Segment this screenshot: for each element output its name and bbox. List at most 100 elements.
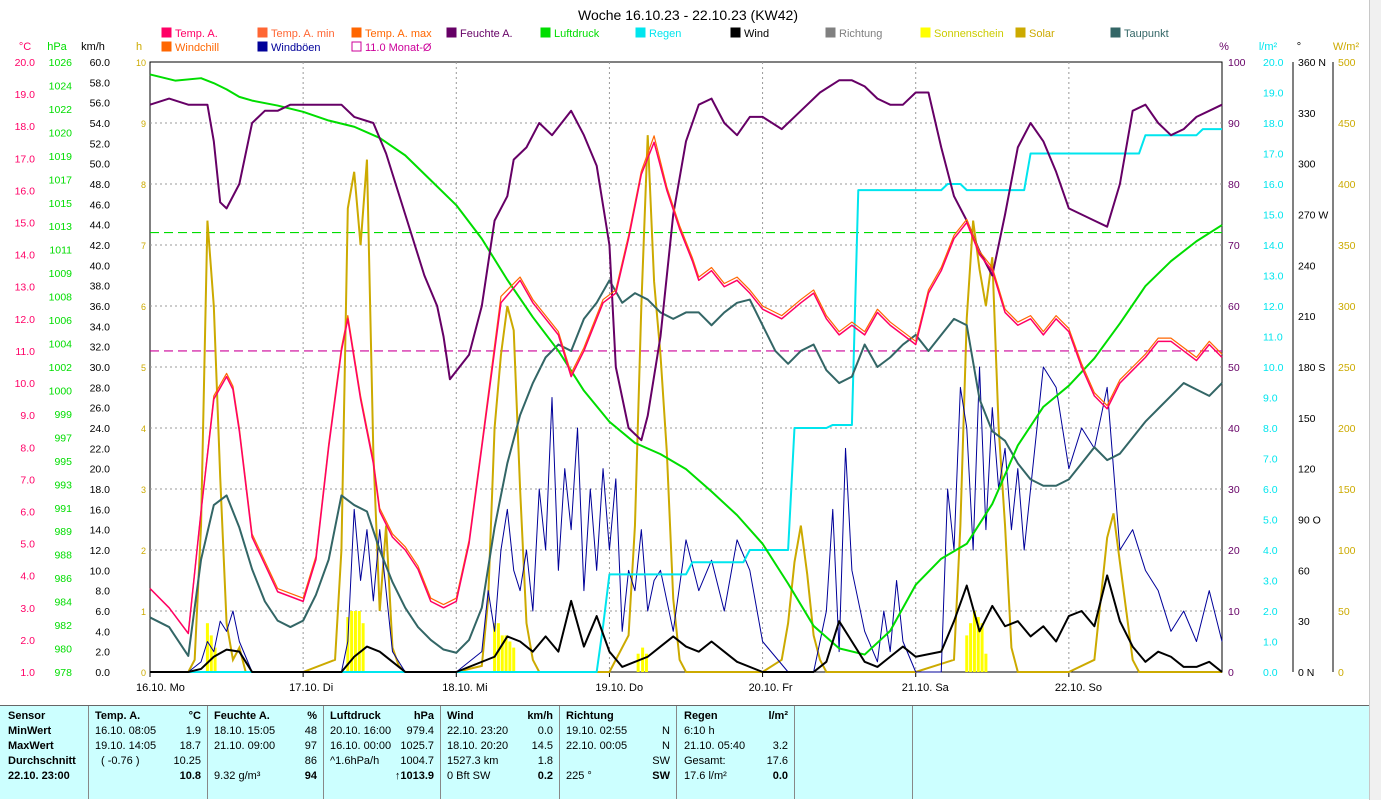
axis-tick-pressure: 1008 [49, 292, 73, 304]
axis-tick-rain: 0.0 [1263, 667, 1278, 679]
stats-wind-beaufort: 0 Bft SW [447, 770, 491, 782]
window-scrollbar[interactable] [1369, 0, 1381, 800]
stats-row-label: MinWert [8, 725, 52, 737]
axis-tick-wind: 6.0 [95, 606, 110, 618]
stats-humidity-absolute: 9.32 g/m³ [214, 770, 261, 782]
axis-tick-direction: 300 [1298, 159, 1316, 171]
sunshine-bar [508, 641, 512, 672]
axis-tick-rain: 20.0 [1263, 57, 1284, 69]
axis-tick-pressure: 1000 [49, 385, 73, 397]
axis-tick-pressure: 1024 [49, 80, 73, 92]
axis-tick-temp: 7.0 [20, 474, 35, 486]
stats-direction-min: N [662, 725, 670, 737]
axis-tick-sun_hours: 9 [141, 119, 146, 129]
stats-temp-min: 1.9 [185, 725, 201, 737]
stats-rain-sum: 17.6 l/m² [684, 770, 727, 782]
stats-sensor-header: Sensor [8, 710, 46, 722]
series-solar [150, 135, 1222, 673]
sunshine-bar [213, 647, 217, 672]
axis-tick-solar: 500 [1338, 57, 1356, 69]
axis-tick-temp: 14.0 [15, 250, 36, 262]
axis-tick-sun_hours: 5 [141, 363, 146, 373]
stats-pressure-min: 979.4 [406, 725, 434, 737]
legend-swatch [161, 27, 172, 38]
chart-legend: Temp. A. Temp. A. min Temp. A. max Feuchte … [161, 27, 1169, 54]
axis-tick-rain: 6.0 [1263, 484, 1278, 496]
stats-direction-column: Richtung 19.10. 02:55 N 22.10. 00:05 N SW … [566, 710, 670, 796]
stats-pressure-current: ↑1013.9 [394, 770, 434, 782]
sunshine-bar [353, 611, 357, 672]
stats-direction-current: SW [652, 770, 670, 782]
legend-swatch [351, 27, 362, 38]
axis-tick-direction: 90 O [1298, 515, 1321, 527]
stats-wind-header: Wind [447, 710, 474, 722]
x-tick-label: 20.10. Fr [749, 682, 793, 694]
stats-wind-max: 14.5 [531, 740, 553, 752]
stats-wind-unit: km/h [527, 710, 553, 722]
axis-tick-pressure: 984 [54, 597, 72, 609]
legend-label: Temp. A. min [271, 28, 335, 40]
axis-tick-pressure: 1002 [49, 362, 73, 374]
axis-tick-wind: 48.0 [90, 179, 111, 191]
stats-pressure-min-time: 20.10. 16:00 [330, 725, 392, 737]
stats-humidity-min-time: 18.10. 15:05 [214, 725, 276, 737]
axis-tick-pressure: 1015 [49, 198, 73, 210]
stats-temp-deviation: ( -0.76 ) [101, 755, 140, 767]
series-wind [150, 574, 1223, 673]
axis-tick-sun_hours: 4 [141, 424, 146, 434]
stats-humidity-unit: % [307, 710, 317, 722]
axis-tick-sun_hours: 2 [141, 546, 146, 556]
axis-tick-solar: 150 [1338, 484, 1356, 496]
axis-tick-sun_hours: 8 [141, 180, 146, 190]
axis-tick-wind: 60.0 [90, 57, 111, 69]
axis-tick-rain: 14.0 [1263, 240, 1284, 252]
weather-week-chart: Woche 16.10.23 - 22.10.23 (KW42) Temp. A… [14, 7, 1360, 694]
axis-tick-pressure: 1026 [49, 57, 73, 69]
axis-tick-wind: 22.0 [90, 443, 111, 455]
axis-tick-temp: 16.0 [15, 185, 36, 197]
stats-pressure-max-time: 16.10. 00:00 [330, 740, 392, 752]
axis-tick-pressure: 993 [54, 479, 72, 491]
axis-tick-wind: 36.0 [90, 301, 111, 313]
axis-tick-temp: 18.0 [15, 121, 36, 133]
legend-label: Windböen [271, 42, 321, 54]
stats-wind-min: 0.0 [537, 725, 553, 737]
sunshine-bar [493, 623, 497, 672]
axis-tick-humidity: 90 [1228, 118, 1240, 130]
axis-unit-pressure: hPa [47, 41, 67, 53]
stats-rain-column: Regen l/m² 6:10 h 21.10. 05:40 3.2 Gesamt:… [684, 710, 788, 796]
stats-wind-column: Wind km/h 22.10. 23:20 0.0 18.10. 20:20 14.… [447, 710, 553, 796]
axis-tick-direction: 360 N [1298, 57, 1326, 69]
axis-tick-rain: 8.0 [1263, 423, 1278, 435]
stats-sensor-column: Sensor MinWert MaxWert Durchschnitt 22.1… [8, 710, 88, 796]
axis-tick-pressure: 1020 [49, 127, 73, 139]
stats-rain-max-time: 21.10. 05:40 [684, 740, 746, 752]
stats-row-label: MaxWert [8, 740, 54, 752]
axis-tick-temp: 19.0 [15, 89, 36, 101]
axis-tick-pressure: 1011 [49, 245, 72, 257]
axis-tick-wind: 40.0 [90, 260, 111, 272]
stats-wind-avg: 1.8 [537, 755, 553, 767]
axis-tick-pressure: 988 [54, 550, 72, 562]
axis-tick-direction: 60 [1298, 565, 1310, 577]
stats-rain-unit: l/m² [768, 710, 788, 722]
stats-direction-avg: SW [652, 755, 670, 767]
axis-tick-wind: 52.0 [90, 138, 111, 150]
stats-temp-column: Temp. A. °C 16.10. 08:05 1.9 19.10. 14:05 1… [95, 710, 201, 796]
statistics-panel: Sensor MinWert MaxWert Durchschnitt 22.1… [0, 705, 1369, 799]
sunshine-bar [984, 653, 988, 672]
sunshine-bar [209, 635, 213, 672]
sunshine-bar [965, 635, 969, 672]
x-tick-label: 19.10. Do [595, 682, 643, 694]
axis-tick-wind: 58.0 [90, 77, 111, 89]
axis-tick-temp: 4.0 [20, 571, 35, 583]
axis-tick-temp: 20.0 [15, 57, 36, 69]
axis-tick-direction: 270 W [1298, 210, 1328, 222]
legend-swatch [825, 27, 836, 38]
axis-tick-pressure: 1017 [49, 174, 73, 186]
series-windb-en [150, 366, 1223, 673]
axis-tick-humidity: 50 [1228, 362, 1240, 374]
axis-unit-direction: ° [1297, 41, 1301, 53]
stats-temp-header: Temp. A. [95, 710, 141, 722]
stats-direction-header: Richtung [566, 710, 614, 722]
